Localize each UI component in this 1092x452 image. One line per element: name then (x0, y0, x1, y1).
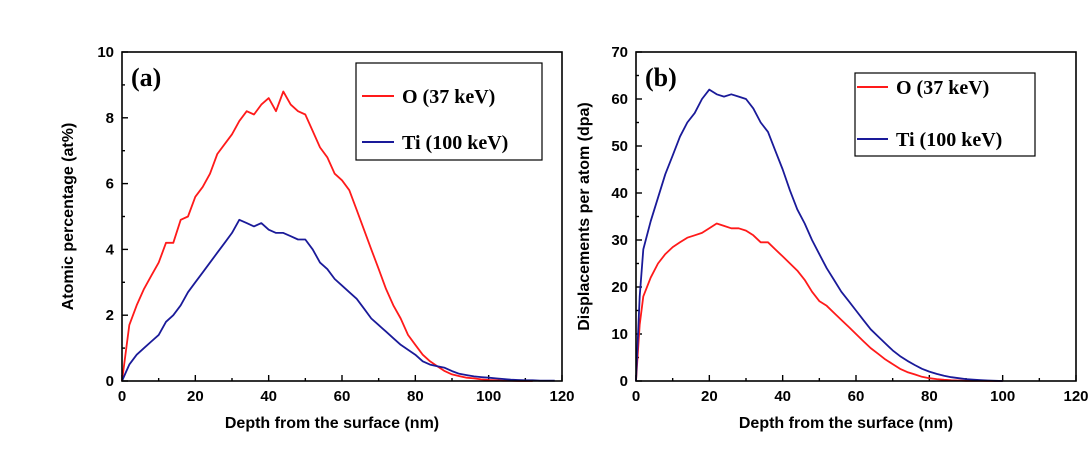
y-axis-label-b: Displacements per atom (dpa) (576, 102, 593, 331)
y-tick-label-b-2: 20 (611, 279, 628, 296)
x-tick-label-b-6: 120 (1063, 388, 1088, 405)
legend-b: O (37 keV) Ti (100 keV) (854, 72, 1036, 157)
x-tick-label-b-2: 40 (774, 388, 791, 405)
series-line-b-ti (635, 88, 1003, 382)
tick-labels-b: 0 20 40 60 80 100 120 0 10 20 30 40 50 60 70 (611, 44, 1088, 405)
y-tick-label-a-4: 8 (106, 110, 114, 127)
panel-label-a: (a) (131, 63, 161, 92)
x-tick-label-a-4: 80 (407, 388, 424, 405)
x-tick-label-a-1: 20 (187, 388, 204, 405)
chart-panel-b: 0 20 40 60 80 100 120 0 10 20 30 40 50 60 70 (b) Depth… (576, 44, 1089, 432)
chart-panel-a: 0 20 40 60 80 100 120 0 2 4 6 8 10 (a) Depth from th… (60, 44, 575, 432)
y-tick-label-a-1: 2 (106, 307, 114, 324)
series-line-a-o (121, 90, 533, 382)
legend-label-ti-a: Ti (100 keV) (402, 132, 508, 154)
legend-label-ti-b: Ti (100 keV) (896, 129, 1002, 151)
x-axis-label-a: Depth from the surface (nm) (225, 415, 439, 432)
x-tick-label-b-5: 100 (990, 388, 1015, 405)
y-axis-label-a: Atomic percentage (at%) (60, 123, 77, 311)
x-tick-label-a-2: 40 (260, 388, 277, 405)
legend-label-o-a: O (37 keV) (402, 86, 495, 108)
series-line-b-o (635, 222, 1003, 382)
plot-frame-b (635, 51, 1077, 382)
x-axis-label-b: Depth from the surface (nm) (739, 415, 953, 432)
series-layer-b (635, 88, 1003, 382)
y-tick-label-a-3: 6 (106, 176, 114, 193)
y-tick-label-a-2: 4 (106, 241, 115, 258)
y-tick-label-b-5: 50 (611, 138, 628, 155)
x-tick-label-b-1: 20 (701, 388, 718, 405)
x-tick-label-a-6: 120 (549, 388, 574, 405)
tick-labels-a: 0 20 40 60 80 100 120 0 2 4 6 8 10 (97, 44, 574, 405)
y-tick-label-a-0: 0 (106, 373, 114, 390)
x-tick-label-a-3: 60 (334, 388, 351, 405)
x-tick-label-a-0: 0 (118, 388, 126, 405)
y-tick-label-b-0: 0 (620, 373, 628, 390)
series-layer-a (121, 90, 555, 382)
legend-a: O (37 keV) Ti (100 keV) (355, 62, 543, 161)
x-tick-label-b-3: 60 (848, 388, 865, 405)
legend-label-o-b: O (37 keV) (896, 77, 989, 99)
x-tick-label-b-4: 80 (921, 388, 938, 405)
y-tick-label-b-3: 30 (611, 232, 628, 249)
series-line-a-ti (121, 218, 555, 382)
x-tick-label-b-0: 0 (632, 388, 640, 405)
x-tick-label-a-5: 100 (476, 388, 501, 405)
y-tick-label-b-7: 70 (611, 44, 628, 61)
y-tick-label-b-6: 60 (611, 91, 628, 108)
y-tick-label-a-5: 10 (97, 44, 114, 61)
y-tick-label-b-1: 10 (611, 326, 628, 343)
panel-label-b: (b) (645, 63, 677, 92)
y-tick-label-b-4: 40 (611, 185, 628, 202)
plot-frame-a (121, 51, 563, 382)
legend-box-a (355, 62, 543, 161)
